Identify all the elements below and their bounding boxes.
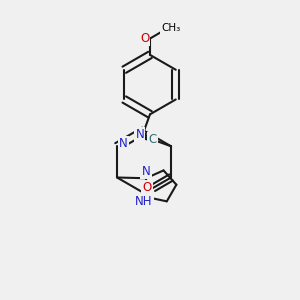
Text: N: N [142,165,150,178]
Text: O: O [140,32,149,45]
Text: N: N [119,137,128,150]
Text: C: C [148,133,157,146]
Text: N: N [136,128,144,141]
Text: NH: NH [135,195,153,208]
Text: CH₃: CH₃ [161,23,180,33]
Text: O: O [143,182,152,194]
